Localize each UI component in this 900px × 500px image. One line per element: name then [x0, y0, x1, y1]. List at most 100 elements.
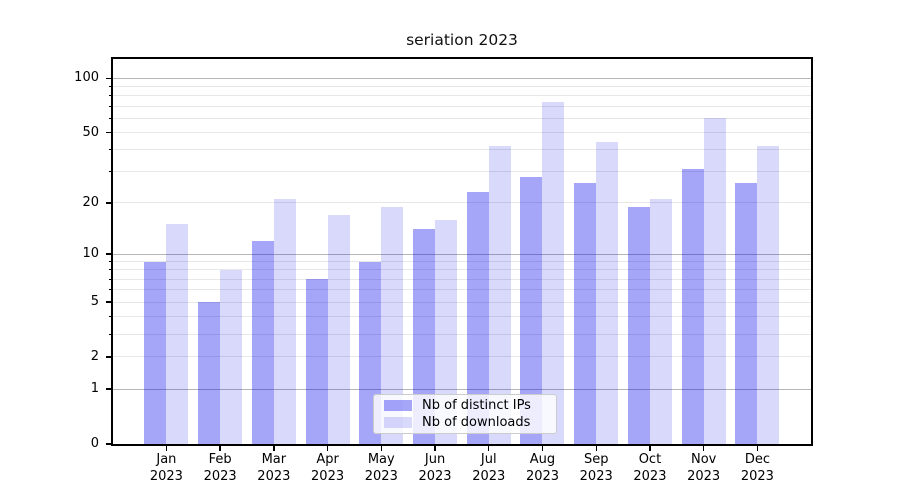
x-tick-label: Feb 2023	[192, 452, 248, 485]
spine-right	[811, 57, 813, 446]
y-tick	[106, 356, 111, 358]
gridline-minor	[113, 95, 811, 97]
legend-swatch-distinct-ips	[384, 400, 412, 411]
gridline-minor	[113, 269, 811, 271]
x-tick-month: May	[367, 452, 395, 467]
gridline-minor	[113, 171, 811, 173]
x-tick-label: Jul 2023	[461, 452, 517, 485]
y-minor-tick	[108, 86, 112, 88]
y-tick-label: 1	[90, 381, 99, 397]
bar-distinct-ips-jun	[413, 229, 436, 444]
spine-top	[112, 57, 813, 59]
gridline-minor	[113, 261, 811, 263]
x-tick-label: Nov 2023	[676, 452, 732, 485]
y-minor-tick	[108, 149, 112, 151]
x-tick-year: 2023	[203, 468, 237, 484]
y-tick	[106, 301, 111, 303]
bar-distinct-ips-sep	[574, 182, 597, 444]
legend-label-distinct-ips: Nb of distinct IPs	[422, 398, 531, 413]
bar-downloads-apr	[327, 215, 350, 444]
y-tick-label: 100	[74, 70, 99, 86]
y-minor-tick	[108, 171, 112, 173]
bar-distinct-ips-nov	[681, 169, 704, 444]
y-tick-label: 10	[82, 246, 99, 262]
x-tick-month: Apr	[316, 452, 339, 467]
x-tick	[756, 445, 759, 451]
x-tick-month: Feb	[208, 452, 232, 467]
y-tick-label: 20	[82, 194, 99, 210]
y-minor-tick	[108, 278, 112, 280]
gridline-minor	[113, 86, 811, 88]
x-tick	[649, 445, 651, 451]
bar-distinct-ips-aug	[520, 177, 543, 444]
gridline-minor	[113, 333, 811, 335]
x-tick-month: Jun	[424, 452, 446, 467]
x-tick-label: Jan 2023	[138, 452, 194, 485]
x-tick-month: Mar	[261, 452, 287, 467]
gridline-minor	[113, 202, 811, 204]
x-tick-label: Sep 2023	[568, 452, 624, 485]
y-tick	[106, 388, 111, 390]
x-tick	[219, 445, 221, 451]
y-tick	[106, 253, 111, 255]
x-tick	[541, 445, 544, 451]
x-tick-year: 2023	[525, 468, 560, 484]
bar-downloads-mar	[273, 199, 296, 444]
x-tick-month: Oct	[638, 452, 662, 467]
y-minor-tick	[108, 269, 112, 271]
y-minor-tick	[108, 315, 112, 317]
gridline-minor	[113, 301, 811, 303]
x-tick-label: May 2023	[353, 452, 409, 485]
x-tick-label: Dec 2023	[729, 452, 785, 485]
spine-bottom	[112, 444, 813, 446]
x-tick-year: 2023	[418, 468, 452, 484]
legend-swatch-downloads	[384, 417, 412, 428]
bar-downloads-jan	[166, 224, 189, 444]
x-tick-month: Jan	[156, 452, 177, 467]
x-tick	[595, 445, 597, 451]
bar-distinct-ips-jan	[144, 261, 167, 444]
y-minor-tick	[108, 95, 112, 97]
y-tick-label: 0	[90, 436, 99, 451]
gridline-major	[113, 77, 811, 79]
y-tick	[106, 443, 111, 445]
gridline-minor	[113, 132, 811, 134]
x-tick	[702, 445, 705, 451]
x-tick-label: Oct 2023	[622, 452, 678, 485]
x-tick-label: Apr 2023	[300, 452, 356, 485]
x-tick-year: 2023	[633, 468, 667, 484]
bar-distinct-ips-apr	[305, 279, 328, 444]
bar-downloads-oct	[649, 199, 672, 444]
x-tick-month: Dec	[744, 452, 770, 467]
y-tick	[106, 77, 111, 80]
bar-downloads-sep	[596, 142, 619, 444]
bar-downloads-aug	[542, 101, 565, 444]
bar-distinct-ips-oct	[627, 206, 650, 444]
x-tick	[488, 445, 490, 451]
x-tick-label: Mar 2023	[246, 452, 302, 485]
x-tick-year: 2023	[579, 468, 613, 484]
y-tick-label: 5	[90, 294, 99, 310]
x-tick-year: 2023	[364, 468, 398, 484]
gridline-minor	[113, 356, 811, 358]
gridline-minor	[113, 289, 811, 291]
x-tick	[380, 445, 382, 451]
bar-downloads-jul	[488, 146, 511, 444]
bar-downloads-nov	[703, 118, 726, 444]
bar-downloads-jun	[435, 219, 458, 444]
bar-distinct-ips-feb	[198, 302, 221, 444]
y-minor-tick	[108, 105, 112, 107]
x-tick	[434, 445, 436, 451]
x-tick-month: Aug	[529, 452, 556, 467]
y-minor-tick	[108, 289, 112, 291]
x-tick	[326, 445, 329, 451]
x-tick-year: 2023	[257, 468, 291, 484]
bar-downloads-may	[381, 206, 404, 444]
legend-item-downloads: Nb of downloads	[382, 415, 548, 430]
x-tick	[273, 445, 275, 451]
x-tick-month: Nov	[690, 452, 717, 467]
y-minor-tick	[108, 261, 112, 263]
y-tick-label: 50	[82, 124, 99, 140]
chart-title: seriation 2023	[406, 31, 518, 49]
